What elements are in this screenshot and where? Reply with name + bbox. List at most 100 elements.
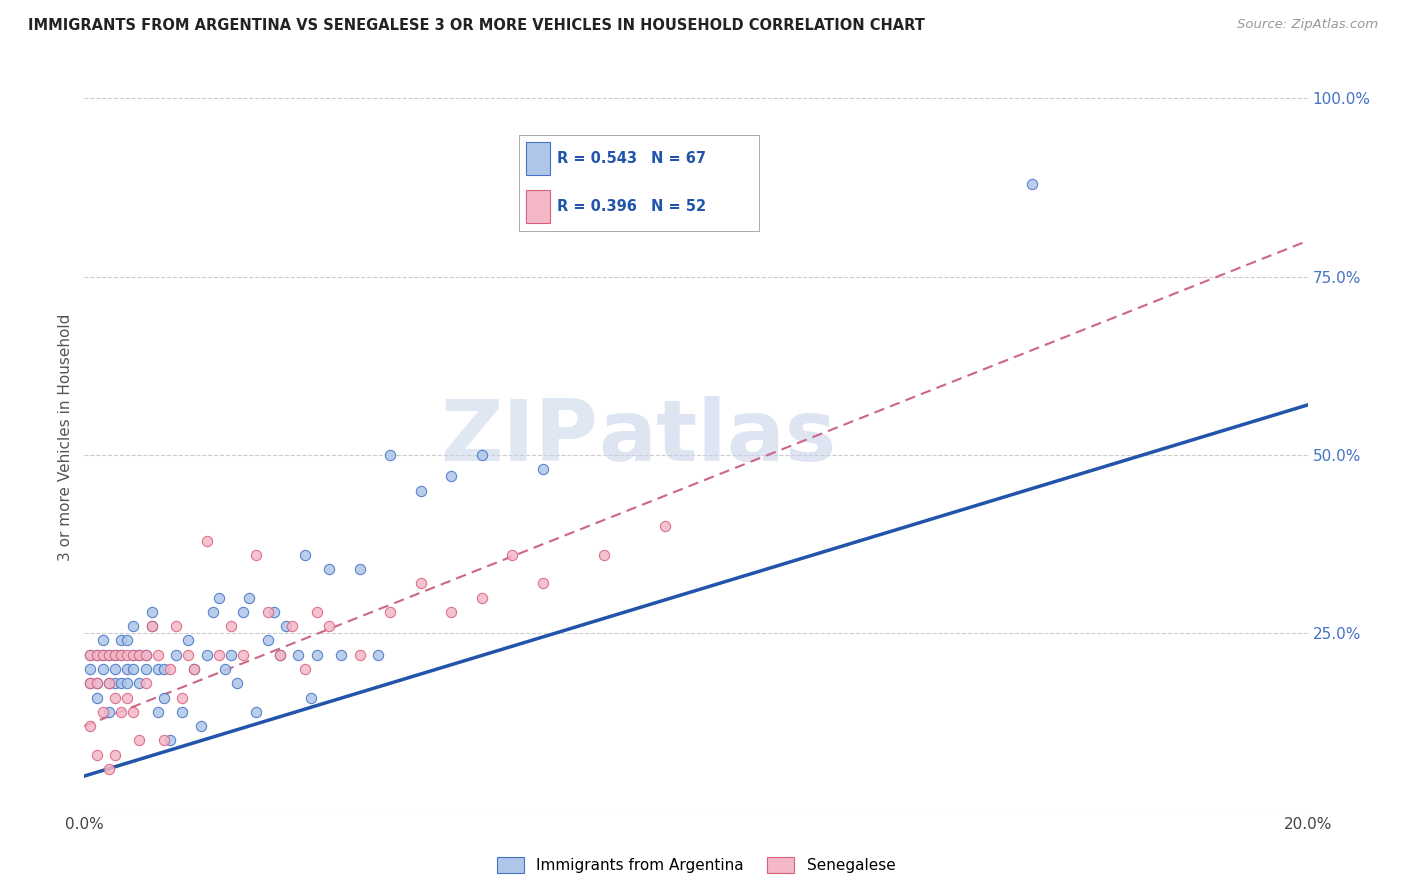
Point: [190, 719, 212, 733]
Point: [159, 733, 181, 747]
Point: [219, 648, 242, 662]
Point: [593, 548, 616, 562]
Point: [79, 676, 101, 690]
Point: [110, 705, 132, 719]
Point: [86, 690, 108, 705]
Text: IMMIGRANTS FROM ARGENTINA VS SENEGALESE 3 OR MORE VEHICLES IN HOUSEHOLD CORRELAT: IMMIGRANTS FROM ARGENTINA VS SENEGALESE …: [28, 18, 925, 33]
Text: Source: ZipAtlas.com: Source: ZipAtlas.com: [1237, 18, 1378, 31]
Point: [281, 619, 304, 633]
Point: [232, 605, 254, 619]
Point: [238, 591, 260, 605]
Point: [115, 662, 138, 676]
Point: [104, 747, 127, 762]
Point: [1021, 177, 1043, 191]
Point: [440, 469, 463, 483]
Point: [165, 619, 187, 633]
Point: [97, 648, 120, 662]
Point: [79, 676, 101, 690]
Point: [91, 705, 114, 719]
Point: [128, 648, 150, 662]
Point: [409, 483, 432, 498]
Point: [165, 648, 187, 662]
Point: [502, 548, 524, 562]
Point: [226, 676, 249, 690]
Point: [91, 662, 114, 676]
Y-axis label: 3 or more Vehicles in Household: 3 or more Vehicles in Household: [58, 313, 73, 561]
Bar: [526, 190, 550, 223]
Point: [294, 548, 316, 562]
Point: [122, 648, 145, 662]
Text: R = 0.543: R = 0.543: [557, 151, 637, 166]
Point: [97, 762, 120, 776]
Point: [153, 690, 176, 705]
Text: N = 67: N = 67: [651, 151, 706, 166]
Point: [195, 533, 218, 548]
Point: [86, 747, 108, 762]
Point: [104, 648, 127, 662]
Point: [104, 648, 127, 662]
Point: [135, 648, 157, 662]
Point: [245, 548, 267, 562]
Point: [122, 619, 145, 633]
Point: [287, 648, 309, 662]
Point: [146, 648, 169, 662]
Point: [531, 462, 554, 476]
Point: [122, 648, 145, 662]
Point: [115, 676, 138, 690]
Point: [349, 648, 371, 662]
Point: [471, 448, 494, 462]
Point: [104, 676, 127, 690]
Point: [86, 648, 108, 662]
Point: [263, 605, 285, 619]
Point: [110, 648, 132, 662]
Point: [183, 662, 205, 676]
Point: [146, 705, 169, 719]
Point: [79, 719, 101, 733]
Point: [305, 605, 328, 619]
Point: [128, 648, 150, 662]
Point: [115, 633, 138, 648]
Point: [104, 690, 127, 705]
Point: [86, 676, 108, 690]
Point: [367, 648, 389, 662]
Point: [122, 705, 145, 719]
Point: [409, 576, 432, 591]
Point: [257, 633, 280, 648]
Bar: [526, 142, 550, 175]
Point: [208, 648, 231, 662]
Point: [201, 605, 224, 619]
Point: [380, 605, 402, 619]
Point: [318, 619, 340, 633]
Point: [380, 448, 402, 462]
Point: [318, 562, 340, 576]
Text: ZIP: ZIP: [440, 395, 598, 479]
Point: [195, 648, 218, 662]
Point: [122, 662, 145, 676]
Point: [153, 662, 176, 676]
Point: [104, 662, 127, 676]
Point: [294, 662, 316, 676]
Point: [141, 619, 163, 633]
Point: [531, 576, 554, 591]
Point: [110, 633, 132, 648]
Text: N = 52: N = 52: [651, 199, 706, 214]
Point: [135, 662, 157, 676]
Point: [159, 662, 181, 676]
Text: R = 0.396: R = 0.396: [557, 199, 637, 214]
Point: [97, 676, 120, 690]
Point: [115, 648, 138, 662]
Point: [91, 648, 114, 662]
Text: atlas: atlas: [598, 395, 837, 479]
Point: [177, 648, 200, 662]
Point: [79, 662, 101, 676]
Point: [214, 662, 236, 676]
Point: [305, 648, 328, 662]
Point: [146, 662, 169, 676]
Point: [654, 519, 676, 533]
Point: [91, 648, 114, 662]
Point: [183, 662, 205, 676]
Point: [208, 591, 231, 605]
Point: [177, 633, 200, 648]
Point: [135, 676, 157, 690]
Point: [128, 733, 150, 747]
